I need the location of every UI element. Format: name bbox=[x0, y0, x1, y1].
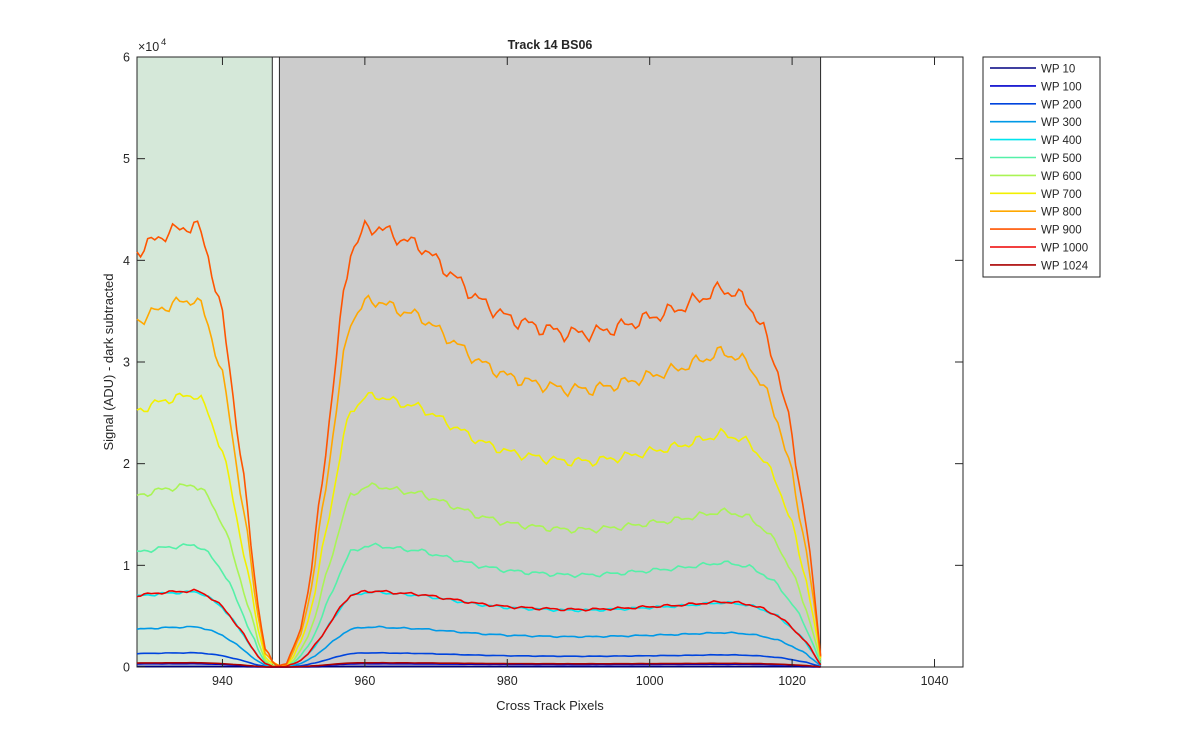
series-line-wp-200 bbox=[136, 651, 821, 668]
series-line-wp-10 bbox=[136, 665, 821, 668]
legend-label: WP 200 bbox=[1041, 99, 1082, 111]
axis-ticks: 940 960 980 1000 1020 1040 0 1 2 3 4 5 6 bbox=[123, 51, 963, 688]
series-line-wp-1024 bbox=[136, 661, 821, 668]
legend-box bbox=[982, 56, 1101, 278]
legend-label: WP 700 bbox=[1041, 189, 1082, 201]
x-tick-label: 1020 bbox=[778, 674, 806, 688]
y-axis-exponent: ×10 4 bbox=[138, 37, 166, 54]
y-tick-label: 2 bbox=[123, 457, 130, 471]
y-tick-label: 5 bbox=[123, 152, 130, 166]
x-tick-label: 980 bbox=[497, 674, 518, 688]
legend-label: WP 100 bbox=[1041, 81, 1082, 93]
series-line-wp-800 bbox=[136, 294, 822, 668]
y-tick-label: 3 bbox=[123, 356, 130, 370]
legend-label: WP 800 bbox=[1041, 207, 1082, 219]
series-line-wp-1000 bbox=[136, 588, 822, 668]
series-line-wp-500 bbox=[136, 542, 822, 668]
series-lines bbox=[136, 219, 822, 668]
legend-label: WP 1024 bbox=[1041, 260, 1089, 272]
shaded-region-1 bbox=[136, 56, 273, 668]
legend-label: WP 500 bbox=[1041, 153, 1082, 165]
y-tick-label: 1 bbox=[123, 559, 130, 573]
legend-label: WP 10 bbox=[1041, 64, 1075, 76]
y-exponent-base: ×10 bbox=[138, 40, 159, 54]
shaded-regions bbox=[136, 56, 822, 668]
shaded-region-2 bbox=[278, 56, 822, 668]
x-tick-label: 1040 bbox=[921, 674, 949, 688]
y-exponent-power: 4 bbox=[161, 37, 166, 48]
legend-label: WP 400 bbox=[1041, 135, 1082, 147]
x-axis-label: Cross Track Pixels bbox=[496, 698, 604, 713]
y-tick-label: 6 bbox=[123, 51, 130, 65]
legend-label: WP 600 bbox=[1041, 171, 1082, 183]
y-tick-label: 0 bbox=[123, 661, 130, 675]
x-tick-label: 940 bbox=[212, 674, 233, 688]
series-line-wp-700 bbox=[136, 391, 822, 667]
chart-title: Track 14 BS06 bbox=[508, 38, 593, 52]
legend-label: WP 900 bbox=[1041, 225, 1082, 237]
series-line-wp-900 bbox=[136, 219, 822, 667]
y-tick-label: 4 bbox=[123, 254, 130, 268]
legend-label: WP 1000 bbox=[1041, 243, 1088, 255]
legend: WP 10 WP 100 WP 200 WP 300 WP 400 WP 500 WP 60… bbox=[982, 56, 1101, 278]
series-line-wp-300 bbox=[136, 625, 822, 668]
series-line-wp-600 bbox=[136, 482, 822, 667]
y-axis-label: Signal (ADU) - dark subtracted bbox=[101, 273, 116, 450]
legend-label: WP 300 bbox=[1041, 117, 1082, 129]
x-tick-label: 960 bbox=[354, 674, 375, 688]
x-tick-label: 1000 bbox=[636, 674, 664, 688]
